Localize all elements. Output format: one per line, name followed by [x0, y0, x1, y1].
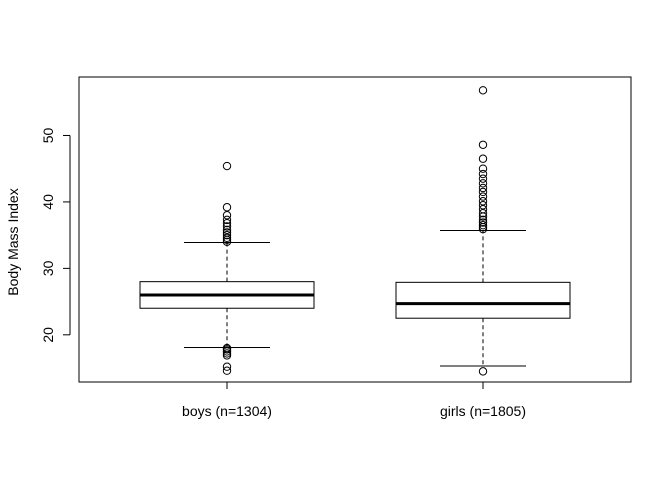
plot-frame	[78, 76, 632, 383]
outlier-point	[222, 211, 232, 220]
outlier-point	[478, 174, 488, 183]
y-tick-label: 40	[40, 194, 56, 210]
outlier-point	[478, 187, 488, 197]
outlier-point	[478, 367, 488, 376]
outlier-point	[222, 233, 232, 243]
outlier-point	[478, 215, 488, 225]
outlier-point	[478, 169, 488, 179]
boxes	[139, 86, 571, 376]
outlier-point	[222, 366, 232, 375]
y-tick-label: 30	[40, 260, 56, 276]
outlier-point	[222, 347, 232, 356]
iqr-box	[395, 281, 571, 319]
outlier-point	[222, 218, 232, 228]
outlier-point	[222, 228, 232, 237]
x-tick-label: girls (n=1805)	[440, 403, 526, 419]
outlier-point	[478, 154, 488, 163]
y-tick-label: 50	[40, 127, 56, 143]
outlier-point	[222, 225, 232, 235]
outlier-point	[222, 161, 232, 171]
outlier-point	[222, 343, 232, 353]
x-axis-labels: boys (n=1304) girls (n=1805)	[182, 382, 526, 419]
outlier-point	[478, 224, 488, 234]
outlier-point	[222, 215, 232, 225]
outlier-point	[478, 197, 488, 206]
outlier-point	[478, 209, 488, 218]
y-tick-label: 20	[40, 327, 56, 343]
x-tick-label: boys (n=1304)	[182, 403, 272, 419]
outlier-point	[478, 86, 488, 95]
outlier-point	[478, 140, 488, 149]
y-axis: 20 30 40 50	[40, 127, 71, 343]
box-group	[139, 161, 315, 375]
outlier-point	[478, 192, 488, 201]
outlier-point	[478, 179, 488, 188]
outlier-point	[478, 164, 488, 173]
outlier-point	[478, 205, 488, 214]
outlier-point	[222, 230, 232, 240]
outlier-point	[478, 201, 488, 210]
outlier-point	[222, 222, 232, 231]
box-group	[395, 86, 571, 376]
outlier-point	[222, 237, 232, 246]
outlier-point	[478, 218, 488, 227]
outlier-point	[222, 203, 232, 212]
outlier-point	[478, 220, 488, 230]
outlier-point	[222, 362, 232, 371]
y-axis-label: Body Mass Index	[5, 188, 21, 295]
outlier-point	[478, 183, 488, 193]
outlier-point	[222, 349, 232, 358]
